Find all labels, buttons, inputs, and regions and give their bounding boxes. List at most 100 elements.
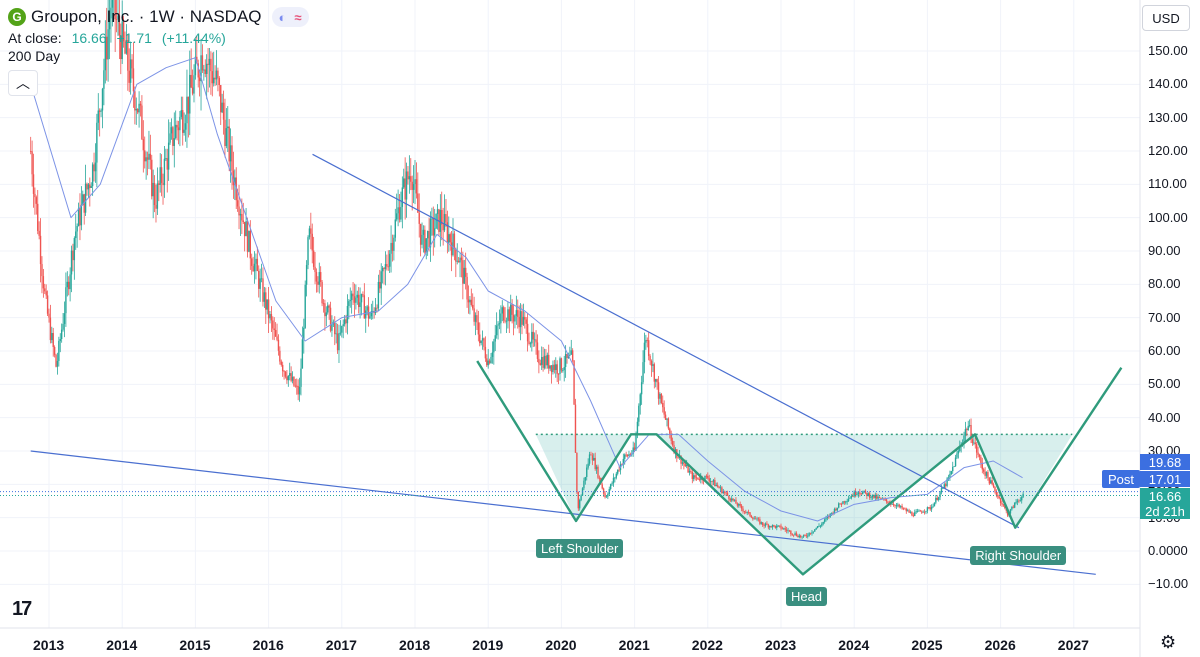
pattern-annotation-label[interactable]: Head — [785, 587, 828, 607]
candle-body — [210, 58, 212, 72]
candle-body — [91, 164, 94, 187]
indicator-label[interactable]: 200 Day — [8, 48, 61, 64]
candle-body — [757, 518, 760, 520]
candle-body — [401, 187, 404, 207]
candle-body — [988, 477, 991, 484]
candle-body — [532, 331, 534, 340]
candle-body — [98, 110, 101, 112]
candle-body — [639, 394, 641, 406]
groupon-logo-icon: G — [8, 8, 26, 26]
candle-body — [383, 268, 385, 270]
candle-body — [369, 316, 371, 319]
candle-body — [426, 230, 429, 239]
candle-body — [396, 213, 398, 220]
candle-body — [546, 354, 549, 366]
candle-body — [984, 471, 986, 476]
candle-body — [443, 214, 446, 231]
candle-body — [55, 354, 57, 367]
candle-body — [296, 385, 298, 387]
candle-body — [849, 497, 851, 499]
candle-body — [666, 418, 668, 420]
candle-body — [83, 194, 85, 213]
candle-body — [846, 500, 848, 502]
upper-trendline[interactable] — [312, 153, 1020, 529]
candle-body — [419, 223, 422, 245]
pattern-annotation-label[interactable]: Right Shoulder — [970, 545, 1067, 565]
settings-gear-icon[interactable]: ⚙ — [1160, 632, 1177, 652]
close-info: At close: 16.66 +1.71 (+11.44%) — [8, 30, 309, 46]
candle-body — [221, 102, 223, 113]
candle-body — [721, 487, 723, 494]
symbol-title[interactable]: Groupon, Inc. · 1W · NASDAQ — [31, 7, 262, 26]
candle-body — [390, 242, 392, 254]
candle-body — [68, 281, 70, 290]
candle-body — [414, 179, 416, 185]
candle-body — [89, 184, 91, 188]
candle-body — [621, 464, 623, 466]
candle-body — [985, 471, 988, 476]
candle-body — [745, 511, 747, 513]
candle-body — [172, 127, 174, 146]
candle-body — [397, 207, 399, 214]
candle-body — [901, 505, 903, 509]
ma-200-day-line[interactable] — [30, 57, 1023, 522]
candle-body — [836, 507, 839, 511]
candle-body — [908, 510, 910, 513]
lower-trendline[interactable] — [30, 450, 1096, 575]
candle-body — [905, 508, 907, 512]
candle-body — [942, 488, 944, 489]
candle-body — [229, 145, 232, 162]
y-axis-tick-label: 110.00 — [1148, 176, 1187, 192]
candle-body — [740, 505, 743, 509]
candle-body — [187, 96, 190, 114]
candle-body — [807, 535, 809, 537]
candle-body — [921, 511, 923, 513]
candle-body — [66, 281, 68, 288]
candle-body — [315, 272, 318, 282]
candle-body — [571, 350, 574, 361]
candle-body — [843, 501, 846, 503]
candle-body — [483, 338, 485, 347]
candle-body — [35, 197, 38, 204]
candle-body — [121, 21, 123, 60]
candle-body — [656, 379, 658, 383]
pattern-annotation-label[interactable]: Left Shoulder — [536, 539, 624, 558]
candle-body — [69, 274, 71, 290]
post-label: Post — [1102, 470, 1140, 488]
candle-body — [966, 429, 968, 431]
candle-body — [374, 307, 377, 313]
candle-body — [304, 284, 306, 328]
candle-body — [279, 350, 281, 362]
candle-body — [825, 518, 827, 520]
tradingview-logo-icon[interactable]: 17 — [12, 598, 32, 620]
candle-body — [201, 55, 204, 71]
candle-body — [466, 276, 468, 300]
candle-body — [650, 360, 653, 366]
candle-body — [646, 339, 648, 341]
candle-body — [652, 364, 654, 366]
candle-body — [184, 123, 187, 130]
collapse-legend-button[interactable]: ︿ — [8, 70, 38, 96]
candle-body — [680, 455, 682, 464]
head-and-shoulders-line[interactable] — [476, 360, 1123, 576]
candle-body — [352, 293, 354, 297]
candle-body — [815, 528, 817, 530]
candle-body — [376, 307, 378, 309]
candle-body — [272, 320, 274, 329]
candle-body — [828, 516, 830, 518]
candle-body — [669, 428, 671, 434]
candle-body — [601, 484, 603, 489]
currency-selector[interactable]: USD — [1142, 5, 1190, 31]
candle-body — [595, 466, 598, 470]
candle-body — [764, 523, 767, 526]
candle-body — [359, 302, 361, 308]
candle-body — [852, 496, 854, 497]
session-pill[interactable]: ◐ ≈ — [271, 7, 309, 27]
candle-body — [725, 492, 727, 494]
candle-body — [609, 484, 612, 490]
candle-body — [512, 314, 515, 322]
candle-body — [459, 257, 461, 263]
candle-body — [691, 471, 694, 479]
candle-body — [891, 504, 893, 505]
